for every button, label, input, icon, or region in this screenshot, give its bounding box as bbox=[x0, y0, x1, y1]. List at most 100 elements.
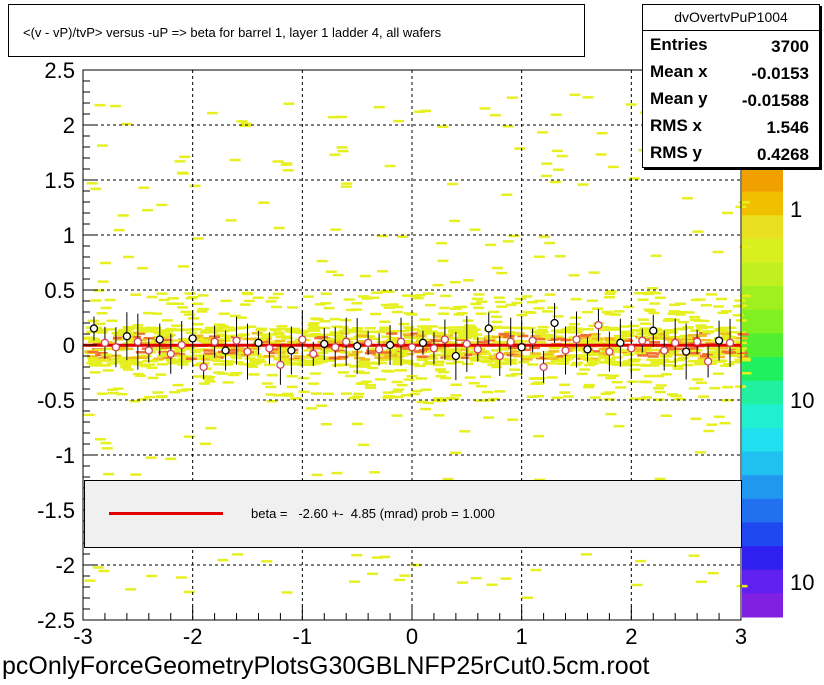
histogram-cell bbox=[207, 111, 219, 115]
histogram-cell bbox=[654, 360, 666, 364]
histogram-cell bbox=[174, 347, 186, 351]
histogram-cell bbox=[639, 331, 651, 334]
histogram-cell bbox=[492, 335, 504, 339]
histogram-cell bbox=[717, 311, 729, 315]
histogram-cell bbox=[396, 235, 408, 238]
profile-point bbox=[473, 345, 482, 354]
histogram-cell bbox=[534, 337, 546, 341]
palette-cell bbox=[742, 262, 783, 287]
histogram-cell bbox=[180, 338, 192, 341]
profile-point bbox=[221, 346, 230, 355]
histogram-cell bbox=[586, 299, 598, 302]
histogram-cell bbox=[666, 331, 678, 334]
histogram-cell bbox=[135, 374, 147, 378]
histogram-cell bbox=[380, 351, 392, 354]
histogram-cell bbox=[654, 477, 666, 481]
histogram-cell bbox=[568, 322, 580, 326]
histogram-cell bbox=[445, 362, 457, 365]
histogram-cell bbox=[202, 377, 214, 381]
histogram-cell bbox=[129, 335, 141, 339]
histogram-cell bbox=[690, 417, 702, 421]
histogram-cell bbox=[740, 294, 752, 298]
histogram-cell bbox=[386, 332, 398, 335]
histogram-cell bbox=[172, 383, 184, 387]
histogram-cell bbox=[387, 337, 399, 340]
histogram-cell bbox=[218, 338, 230, 341]
histogram-cell bbox=[107, 391, 119, 395]
histogram-cell bbox=[544, 355, 556, 358]
histogram-cell bbox=[586, 361, 598, 364]
histogram-cell bbox=[101, 447, 113, 450]
histogram-cell bbox=[310, 392, 322, 395]
histogram-cell bbox=[432, 283, 444, 287]
histogram-cell bbox=[216, 329, 228, 332]
histogram-cell bbox=[244, 357, 256, 360]
histogram-cell bbox=[360, 330, 372, 334]
histogram-cell bbox=[320, 302, 332, 305]
histogram-cell bbox=[533, 434, 545, 438]
histogram-cell bbox=[534, 299, 546, 303]
histogram-cell bbox=[316, 336, 328, 339]
histogram-cell bbox=[191, 354, 203, 358]
histogram-cell bbox=[665, 360, 677, 364]
palette-cell bbox=[742, 309, 783, 334]
histogram-cell bbox=[567, 331, 579, 334]
histogram-cell bbox=[640, 322, 652, 325]
histogram-cell bbox=[316, 404, 328, 407]
histogram-cell bbox=[339, 363, 351, 366]
histogram-cell bbox=[389, 357, 401, 360]
histogram-cell bbox=[402, 361, 414, 365]
histogram-cell bbox=[268, 296, 280, 300]
histogram-cell bbox=[448, 326, 460, 329]
histogram-cell bbox=[393, 388, 405, 391]
histogram-cell bbox=[407, 336, 419, 339]
histogram-cell bbox=[185, 357, 197, 361]
histogram-cell bbox=[737, 333, 749, 336]
histogram-cell bbox=[589, 396, 601, 399]
histogram-cell bbox=[712, 372, 724, 375]
histogram-cell bbox=[664, 337, 676, 341]
histogram-cell bbox=[104, 341, 116, 345]
histogram-cell bbox=[396, 383, 408, 387]
histogram-cell bbox=[379, 329, 391, 332]
histogram-cell bbox=[720, 309, 732, 313]
histogram-cell bbox=[100, 353, 112, 356]
histogram-cell bbox=[732, 313, 744, 317]
histogram-cell bbox=[726, 330, 738, 334]
histogram-cell bbox=[659, 331, 671, 334]
palette-cell bbox=[742, 286, 783, 311]
histogram-cell bbox=[637, 318, 649, 321]
profile-point bbox=[385, 340, 395, 350]
stats-row-rms-y: RMS y 0.4268 bbox=[643, 139, 819, 166]
histogram-cell bbox=[557, 355, 569, 358]
histogram-cell bbox=[199, 356, 211, 359]
histogram-cell bbox=[177, 265, 189, 268]
histogram-cell bbox=[473, 293, 485, 296]
histogram-cell bbox=[707, 339, 719, 342]
histogram-cell bbox=[465, 356, 477, 360]
histogram-cell bbox=[252, 296, 264, 299]
histogram-cell bbox=[562, 357, 574, 360]
histogram-cell bbox=[385, 339, 397, 342]
histogram-cell bbox=[692, 230, 704, 233]
histogram-cell bbox=[400, 339, 412, 343]
histogram-cell bbox=[426, 325, 438, 328]
histogram-cell bbox=[597, 373, 609, 377]
histogram-cell bbox=[433, 331, 445, 335]
histogram-cell bbox=[192, 302, 204, 306]
histogram-cell bbox=[494, 390, 506, 393]
palette-cell bbox=[742, 593, 783, 618]
histogram-cell bbox=[647, 355, 659, 358]
histogram-cell bbox=[611, 363, 623, 367]
histogram-cell bbox=[557, 362, 569, 365]
histogram-cell bbox=[153, 357, 165, 361]
histogram-cell bbox=[101, 354, 113, 358]
histogram-cell bbox=[371, 291, 383, 295]
histogram-cell bbox=[113, 348, 125, 352]
histogram-cell bbox=[357, 295, 369, 298]
profile-point bbox=[714, 336, 724, 345]
histogram-cell bbox=[694, 451, 706, 454]
profile-point bbox=[396, 337, 406, 346]
histogram-cell bbox=[657, 334, 669, 338]
histogram-cell bbox=[391, 310, 403, 314]
